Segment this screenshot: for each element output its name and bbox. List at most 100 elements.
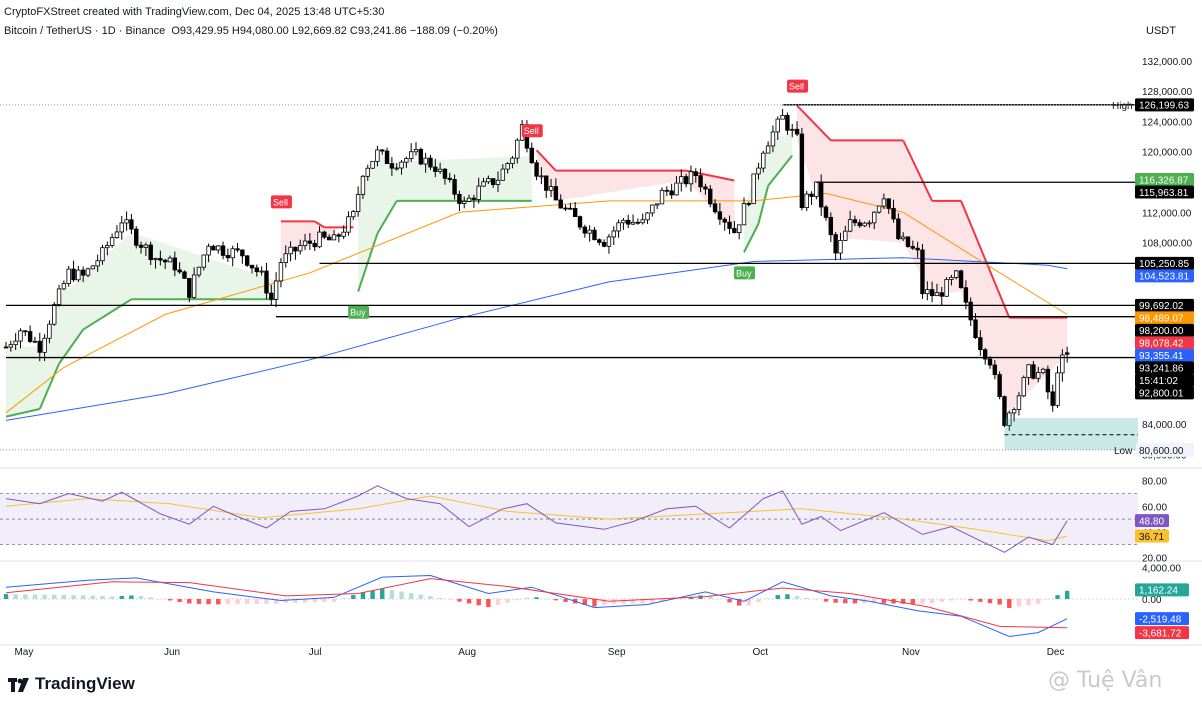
supertrend-fill	[830, 140, 904, 243]
candle	[992, 364, 998, 375]
macd-tick-label: 0.00	[1142, 595, 1162, 606]
tradingview-brand[interactable]: TradingView	[8, 674, 135, 694]
candle	[119, 222, 124, 233]
candle	[264, 270, 269, 294]
candle	[85, 268, 91, 276]
candle	[423, 157, 428, 165]
candle	[486, 178, 491, 183]
candle	[896, 218, 901, 240]
macd-histogram-bar	[1026, 598, 1031, 606]
candle	[346, 216, 351, 233]
macd-histogram-bar	[476, 598, 481, 606]
macd-histogram-bar	[968, 598, 973, 601]
candle	[968, 301, 973, 321]
candle	[1007, 412, 1012, 426]
symbol-title[interactable]: Bitcoin / TetherUS · 1D · Binance	[4, 25, 166, 37]
candle	[949, 277, 954, 280]
price-tick-label: 108,000.00	[1142, 239, 1192, 250]
candle	[124, 219, 129, 224]
candle	[360, 175, 366, 195]
candle	[375, 149, 380, 162]
candle	[539, 175, 544, 178]
signal-label: Sell	[524, 126, 539, 136]
supertrend-line	[743, 223, 760, 253]
macd-line	[5, 574, 1068, 638]
candle	[780, 115, 785, 120]
watermark: @ Tuệ Vân	[1048, 668, 1163, 693]
signal-line	[5, 578, 1068, 629]
candle	[105, 245, 110, 249]
macd-histogram-bar	[341, 598, 346, 599]
candle	[799, 133, 805, 209]
candle	[3, 346, 9, 349]
macd-histogram-bar	[138, 595, 144, 599]
supertrend-fill	[555, 170, 687, 201]
candle	[27, 331, 33, 342]
high-label: High	[1112, 101, 1133, 112]
candle	[987, 358, 993, 366]
candle	[529, 147, 534, 164]
candle	[761, 152, 766, 169]
candle	[563, 207, 568, 210]
price-tag	[1135, 256, 1194, 270]
macd-histogram-bar	[437, 597, 443, 599]
price-tag	[1135, 311, 1194, 325]
supertrend-line	[796, 104, 832, 142]
sell-signal	[521, 124, 543, 138]
tradingview-logo-icon	[8, 677, 30, 692]
candle	[428, 157, 433, 168]
candle	[196, 266, 202, 276]
candle	[1036, 372, 1041, 379]
candle	[544, 175, 549, 191]
candle	[52, 304, 57, 325]
candle	[785, 115, 790, 131]
candle	[1040, 368, 1046, 374]
candle	[929, 289, 935, 297]
low-label: Low	[1114, 446, 1133, 457]
candle	[389, 163, 395, 169]
price-tag-label: 116,326.87	[1139, 175, 1189, 186]
macd-histogram-bar	[679, 598, 684, 599]
candle	[809, 193, 814, 197]
rsi-value-tag	[1135, 514, 1169, 528]
price-tick-label: 84,000.00	[1142, 420, 1187, 431]
candle	[669, 190, 674, 196]
candle	[109, 237, 115, 246]
candle	[476, 185, 481, 200]
macd-histogram-bar	[717, 598, 723, 600]
candle	[843, 230, 848, 241]
time-axis-label: Jul	[309, 647, 322, 658]
macd-histogram-bar	[756, 598, 761, 602]
candle	[876, 205, 882, 213]
candle	[717, 211, 723, 220]
candle	[182, 271, 187, 279]
demand-zone	[1004, 418, 1138, 450]
candle	[32, 340, 38, 343]
candle	[220, 245, 226, 256]
price-tag-label: 98,489.07	[1139, 314, 1184, 325]
macd-histogram-bar	[1036, 598, 1041, 604]
macd-histogram-bar	[843, 598, 848, 604]
price-tag	[1135, 386, 1194, 400]
price-tag	[1135, 336, 1194, 350]
candle	[341, 231, 346, 237]
macd-histogram-bar	[601, 598, 607, 605]
candle	[794, 128, 800, 135]
supertrend-fill	[903, 140, 933, 295]
candle	[645, 212, 650, 221]
macd-histogram-bar	[100, 596, 105, 599]
candle	[138, 244, 144, 248]
candle	[249, 264, 255, 269]
candle	[37, 340, 42, 353]
signal-label: Buy	[350, 308, 366, 318]
macd-histogram-bar	[177, 598, 182, 602]
candle	[100, 247, 105, 262]
buy-signal	[348, 305, 370, 319]
candle	[331, 234, 337, 241]
candle	[790, 128, 795, 131]
candle	[727, 221, 732, 229]
candle	[71, 268, 76, 281]
candle	[505, 163, 510, 170]
candle	[963, 287, 969, 303]
